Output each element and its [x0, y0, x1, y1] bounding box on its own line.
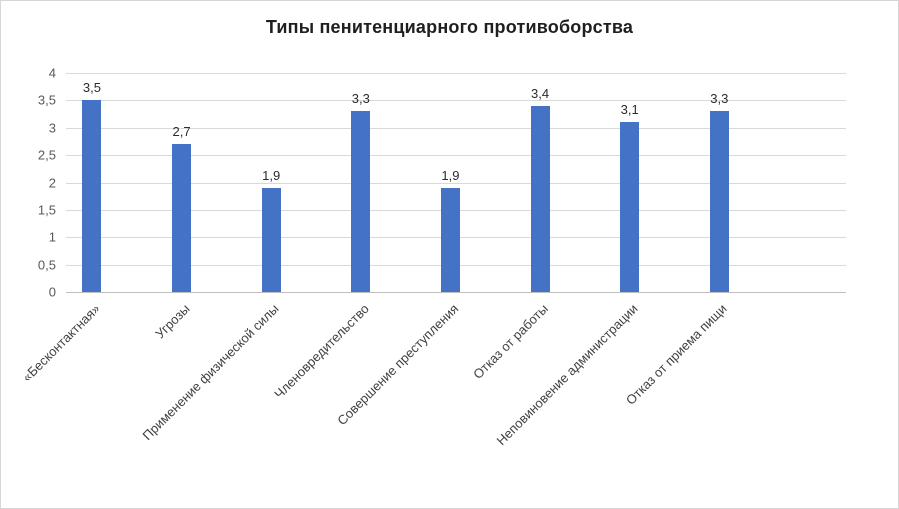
bar — [440, 187, 460, 292]
bar — [172, 144, 192, 292]
bar — [351, 111, 371, 292]
x-category-label: Неповиновение администрации — [493, 301, 641, 449]
x-category-label: Угрозы — [151, 301, 193, 342]
bar — [530, 105, 550, 292]
x-category-label: Членовредительство — [270, 301, 372, 402]
y-tick-label: 2,5 — [37, 147, 56, 163]
value-label: 1,9 — [262, 167, 281, 183]
x-category-label: «Бесконтактная» — [18, 301, 103, 385]
chart-title: Типы пенитенциарного противоборства — [265, 17, 634, 37]
gridline — [66, 182, 846, 184]
y-tick-label: 4 — [48, 65, 56, 81]
y-tick-label: 1,5 — [37, 202, 56, 218]
bar — [261, 187, 281, 292]
plot-area: 0 0,5 1 1,5 2 2,5 3 3,5 4 3,5 «Бесконтактная» 2,7 Уг… — [19, 66, 846, 448]
x-axis-line — [66, 292, 846, 293]
y-tick-label: 0,5 — [37, 257, 56, 273]
y-tick-label: 3 — [48, 120, 56, 136]
gridline — [66, 73, 846, 74]
value-label: 3,1 — [620, 102, 639, 118]
value-label: 2,7 — [172, 124, 191, 140]
y-tick-label: 1 — [48, 229, 56, 245]
value-label: 3,4 — [531, 85, 550, 101]
y-tick-label: 3,5 — [37, 92, 56, 108]
bar — [82, 100, 102, 292]
x-category-label: Отказ от приема пищи — [623, 301, 730, 408]
y-tick-label: 2 — [48, 175, 56, 190]
gridline — [66, 100, 846, 102]
value-label: 3,3 — [351, 91, 370, 107]
x-category-label: Отказ от работы — [469, 301, 551, 382]
gridline — [66, 155, 846, 157]
value-label: 3,3 — [710, 91, 729, 107]
bar — [709, 111, 729, 292]
bar — [620, 122, 640, 292]
gridline — [66, 127, 846, 129]
value-label: 3,5 — [82, 80, 102, 96]
y-tick-label: 0 — [48, 284, 56, 300]
value-label: 1,9 — [441, 167, 460, 183]
